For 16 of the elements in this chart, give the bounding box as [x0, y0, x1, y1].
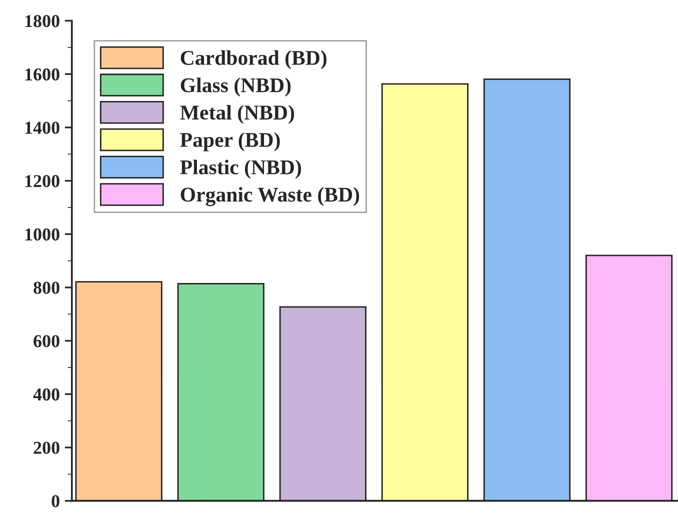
legend-label: Plastic (NBD): [180, 160, 301, 179]
y-tick-label: 1600: [25, 68, 60, 81]
y-tick-label: 1200: [25, 175, 60, 188]
y-tick-label: 400: [33, 388, 60, 401]
legend-label: Cardborad (BD): [180, 50, 326, 70]
legend-label: Paper (BD): [180, 132, 280, 152]
y-tick-label: 0: [52, 495, 60, 508]
y-tick-label: 200: [34, 442, 60, 454]
y-tick-label: 800: [34, 282, 60, 294]
y-tick-label: 600: [34, 335, 60, 348]
legend-label: Glass (NBD): [180, 78, 291, 97]
legend-label: Organic Waste (BD): [180, 187, 360, 206]
legend-label: Metal (NBD): [180, 104, 294, 124]
y-tick-label: 1800: [25, 15, 60, 28]
y-tick-label: 1000: [25, 228, 60, 241]
y-tick-label: 1400: [25, 122, 60, 134]
